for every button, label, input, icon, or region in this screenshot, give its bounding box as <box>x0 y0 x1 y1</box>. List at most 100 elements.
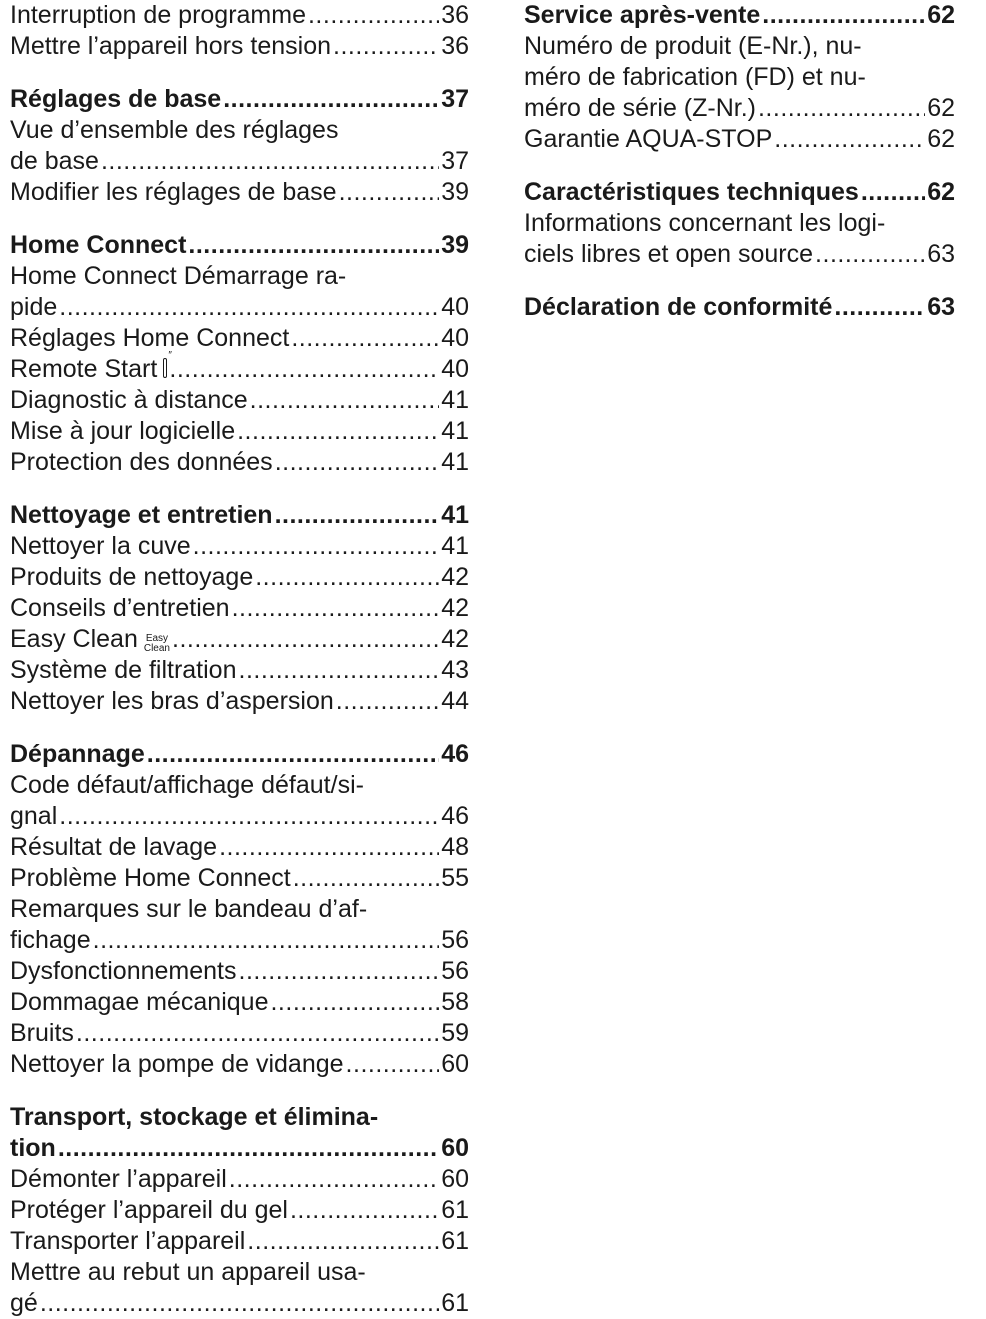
toc-entry-remarques-sur-le-bandeau-d-af[interactable]: Remarques sur le bandeau d’af-fichage 56 <box>10 894 469 956</box>
remote-start-icon: ″ <box>163 351 172 378</box>
toc-entry-transporter-l-appareil[interactable]: Transporter l’appareil 61 <box>10 1226 469 1257</box>
dot-leader <box>247 1226 439 1257</box>
toc-section-heading[interactable]: Réglages de base 37 <box>10 84 469 115</box>
page-number: 56 <box>441 926 469 954</box>
dot-leader <box>237 416 439 447</box>
toc-entry-easy-clean[interactable]: Easy CleanEasyClean42 <box>10 624 469 655</box>
toc-entry-code-defaut-affichage-defaut-si[interactable]: Code défaut/affichage défaut/si-gnal 46 <box>10 770 469 832</box>
toc-entry-dommagae-mecanique[interactable]: Dommagae mécanique 58 <box>10 987 469 1018</box>
toc-entry-text: Démonter l’appareil <box>10 1165 227 1193</box>
toc-entry-protection-des-donnees[interactable]: Protection des données 41 <box>10 447 469 478</box>
toc-entry-text: Transporter l’appareil <box>10 1227 246 1255</box>
toc-section-heading[interactable]: Dépannage 46 <box>10 739 469 770</box>
toc-entry-demonter-l-appareil[interactable]: Démonter l’appareil 60 <box>10 1164 469 1195</box>
toc-entry-text: Home Connect Démarrage ra- <box>10 262 347 290</box>
dot-leader <box>239 655 440 686</box>
toc-entry-text: Code défaut/affichage défaut/si- <box>10 771 364 799</box>
dot-leader <box>861 177 925 208</box>
dot-leader <box>93 925 440 956</box>
toc-section-heading[interactable]: Home Connect 39 <box>10 230 469 261</box>
page-number: 56 <box>441 957 469 985</box>
toc-entry-interruption-de-programme[interactable]: Interruption de programme 36 <box>10 0 469 31</box>
toc-entry-conseils-d-entretien[interactable]: Conseils d’entretien 42 <box>10 593 469 624</box>
toc-entry-line: Protéger l’appareil du gel 61 <box>10 1195 469 1226</box>
dot-leader <box>58 1133 439 1164</box>
toc-entry-bruits[interactable]: Bruits 59 <box>10 1018 469 1049</box>
page-number: 40 <box>441 324 469 352</box>
page-number: 41 <box>441 417 469 445</box>
toc-entry-resultat-de-lavage[interactable]: Résultat de lavage 48 <box>10 832 469 863</box>
toc-heading-line: Service après-vente 62 <box>524 0 955 31</box>
dot-leader <box>101 146 439 177</box>
toc-entry-line: de base 37 <box>10 146 469 177</box>
toc-section-declaration-de-conformite: Déclaration de conformité 63 <box>524 292 955 323</box>
toc-entry-mise-a-jour-logicielle[interactable]: Mise à jour logicielle 41 <box>10 416 469 447</box>
toc-heading-line: Transport, stockage et élimina- <box>10 1102 469 1133</box>
dot-leader <box>339 177 440 208</box>
toc-entry-line: Réglages Home Connect 40 <box>10 323 469 354</box>
toc-entry-nettoyer-la-cuve[interactable]: Nettoyer la cuve 41 <box>10 531 469 562</box>
page-number: 48 <box>441 833 469 861</box>
toc-entry-garantie-aqua-stop[interactable]: Garantie AQUA-STOP 62 <box>524 124 955 155</box>
toc-entry-informations-concernant-les-logi[interactable]: Informations concernant les logi-ciels l… <box>524 208 955 270</box>
toc-heading-text: Caractéristiques techniques <box>524 178 859 206</box>
dot-leader <box>834 292 925 323</box>
dot-leader <box>188 230 439 261</box>
toc-section-heading[interactable]: Transport, stockage et élimina-tion 60 <box>10 1102 469 1164</box>
toc-entry-text: Informations concernant les logi- <box>524 209 886 237</box>
toc-entry-dysfonctionnements[interactable]: Dysfonctionnements 56 <box>10 956 469 987</box>
toc-heading-text: Nettoyage et entretien <box>10 501 273 529</box>
toc-section-reglages-de-base: Réglages de base37Vue d’ensemble des rég… <box>10 84 469 208</box>
toc-entry-mettre-au-rebut-un-appareil-usa[interactable]: Mettre au rebut un appareil usa-gé 61 <box>10 1257 469 1319</box>
toc-entry-line: Informations concernant les logi- <box>524 208 955 239</box>
dot-leader <box>219 832 439 863</box>
toc-entry-produits-de-nettoyage[interactable]: Produits de nettoyage 42 <box>10 562 469 593</box>
toc-entry-reglages-home-connect[interactable]: Réglages Home Connect 40 <box>10 323 469 354</box>
page-number: 37 <box>441 147 469 175</box>
page-number: 42 <box>441 594 469 622</box>
toc-entry-text: Mettre l’appareil hors tension <box>10 32 331 60</box>
toc-entry-remote-start[interactable]: Remote Start ″ 40 <box>10 351 469 385</box>
toc-section-heading[interactable]: Nettoyage et entretien 41 <box>10 500 469 531</box>
toc-entry-line: Remarques sur le bandeau d’af- <box>10 894 469 925</box>
toc-entry-line: Bruits 59 <box>10 1018 469 1049</box>
dot-leader <box>308 0 439 31</box>
toc-entry-text: Système de filtration <box>10 656 237 684</box>
toc-entry-text: gnal <box>10 802 58 830</box>
toc-entry-proteger-l-appareil-du-gel[interactable]: Protéger l’appareil du gel 61 <box>10 1195 469 1226</box>
toc-entry-nettoyer-la-pompe-de-vidange[interactable]: Nettoyer la pompe de vidange 60 <box>10 1049 469 1080</box>
toc-heading-line: Réglages de base 37 <box>10 84 469 115</box>
dot-leader <box>815 239 925 270</box>
page-number: 44 <box>441 687 469 715</box>
toc-entry-numero-de-produit-e-nr-nu[interactable]: Numéro de produit (E-Nr.), nu-méro de fa… <box>524 31 955 124</box>
toc-entry-text: Mise à jour logicielle <box>10 417 236 445</box>
dot-leader <box>193 531 440 562</box>
toc-entry-line: méro de série (Z-Nr.) 62 <box>524 93 955 124</box>
toc-entry-line: Interruption de programme 36 <box>10 0 469 31</box>
toc-entry-line: Vue d’ensemble des réglages <box>10 115 469 146</box>
toc-section-heading[interactable]: Déclaration de conformité 63 <box>524 292 955 323</box>
toc-entry-diagnostic-a-distance[interactable]: Diagnostic à distance 41 <box>10 385 469 416</box>
toc-entry-systeme-de-filtration[interactable]: Système de filtration 43 <box>10 655 469 686</box>
toc-entry-vue-d-ensemble-des-reglages[interactable]: Vue d’ensemble des réglages de base 37 <box>10 115 469 177</box>
toc-entry-text: Protéger l’appareil du gel <box>10 1196 288 1224</box>
toc-entry-text: Protection des données <box>10 448 273 476</box>
remote-signal-icon: ″ <box>168 350 172 361</box>
page-number: 42 <box>441 625 469 653</box>
toc-entry-text: Numéro de produit (E-Nr.), nu- <box>524 32 862 60</box>
toc-entry-line: pide 40 <box>10 292 469 323</box>
toc-entry-modifier-les-reglages-de-base[interactable]: Modifier les réglages de base 39 <box>10 177 469 208</box>
toc-entry-home-connect-demarrage-ra[interactable]: Home Connect Démarrage ra-pide 40 <box>10 261 469 323</box>
toc-entry-line: Dysfonctionnements 56 <box>10 956 469 987</box>
toc-section-heading[interactable]: Service après-vente 62 <box>524 0 955 31</box>
toc-entry-mettre-l-appareil-hors-tension[interactable]: Mettre l’appareil hors tension 36 <box>10 31 469 62</box>
toc-entry-nettoyer-les-bras-d-aspersion[interactable]: Nettoyer les bras d’aspersion 44 <box>10 686 469 717</box>
page-number: 36 <box>441 32 469 60</box>
toc-entry-probleme-home-connect[interactable]: Problème Home Connect 55 <box>10 863 469 894</box>
toc-section-heading[interactable]: Caractéristiques techniques 62 <box>524 177 955 208</box>
dot-leader <box>346 1049 440 1080</box>
toc-heading-text: Service après-vente <box>524 1 761 29</box>
toc-entry-text: Nettoyer la pompe de vidange <box>10 1050 344 1078</box>
page-number: 41 <box>441 532 469 560</box>
dot-leader <box>229 1164 439 1195</box>
